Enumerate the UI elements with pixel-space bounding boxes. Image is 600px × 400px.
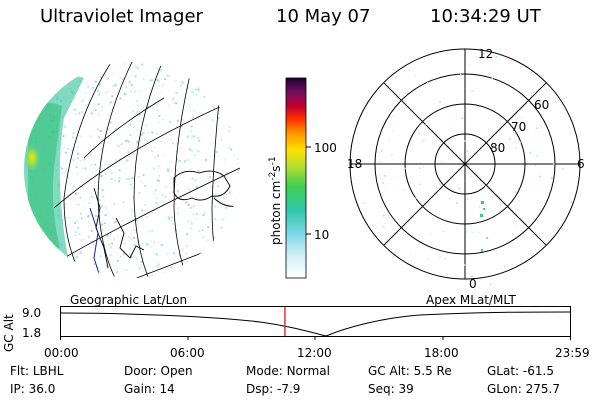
colorbar-unit-label: photon cm-2s-1 <box>268 156 283 245</box>
status-seq: Seq: 39 <box>368 382 414 396</box>
status-glon: GLon: 275.7 <box>487 382 560 396</box>
altitude-xtick-0600: 06:00 <box>170 346 205 360</box>
apex-polar-plot <box>349 48 581 285</box>
altitude-xtick-1200: 12:00 <box>297 346 332 360</box>
instrument-title: Ultraviolet Imager <box>40 6 203 27</box>
status-door: Door: Open <box>124 364 193 378</box>
mlat-label-80: 80 <box>490 141 506 155</box>
colorbar-tick-100: 100 <box>314 141 337 155</box>
status-glat: GLat: -61.5 <box>487 364 554 378</box>
mlt-label-18: 18 <box>347 157 363 171</box>
altitude-ytick-top: 9.0 <box>22 306 42 320</box>
status-flt: Flt: LBHL <box>10 364 64 378</box>
colorbar-tick-10: 10 <box>314 228 330 242</box>
mlt-label-6: 6 <box>577 157 585 171</box>
altitude-xtick-1800: 18:00 <box>424 346 459 360</box>
polar-caption: Apex MLat/MLT <box>426 293 516 307</box>
geographic-globe-image <box>24 62 240 278</box>
time-label: 10:34:29 UT <box>430 6 541 27</box>
status-ip: IP: 36.0 <box>10 382 56 396</box>
altitude-ytick-bottom: 1.8 <box>22 326 42 340</box>
mlat-label-70: 70 <box>511 120 527 134</box>
status-dsp: Dsp: -7.9 <box>246 382 301 396</box>
status-gcalt: GC Alt: 5.5 Re <box>368 364 452 378</box>
mlt-label-12: 12 <box>478 47 494 61</box>
status-mode: Mode: Normal <box>246 364 330 378</box>
altitude-xtick-0000: 00:00 <box>44 346 79 360</box>
intensity-colorbar <box>285 77 311 279</box>
altitude-timeline-plot <box>60 306 571 340</box>
status-gain: Gain: 14 <box>124 382 175 396</box>
mlat-label-60: 60 <box>534 98 550 112</box>
date-label: 10 May 07 <box>276 6 371 27</box>
globe-caption: Geographic Lat/Lon <box>70 293 188 307</box>
altitude-xtick-2359: 23:59 <box>555 346 590 360</box>
mlt-label-0: 0 <box>469 277 477 291</box>
altitude-ylabel: GC Alt <box>2 314 16 352</box>
